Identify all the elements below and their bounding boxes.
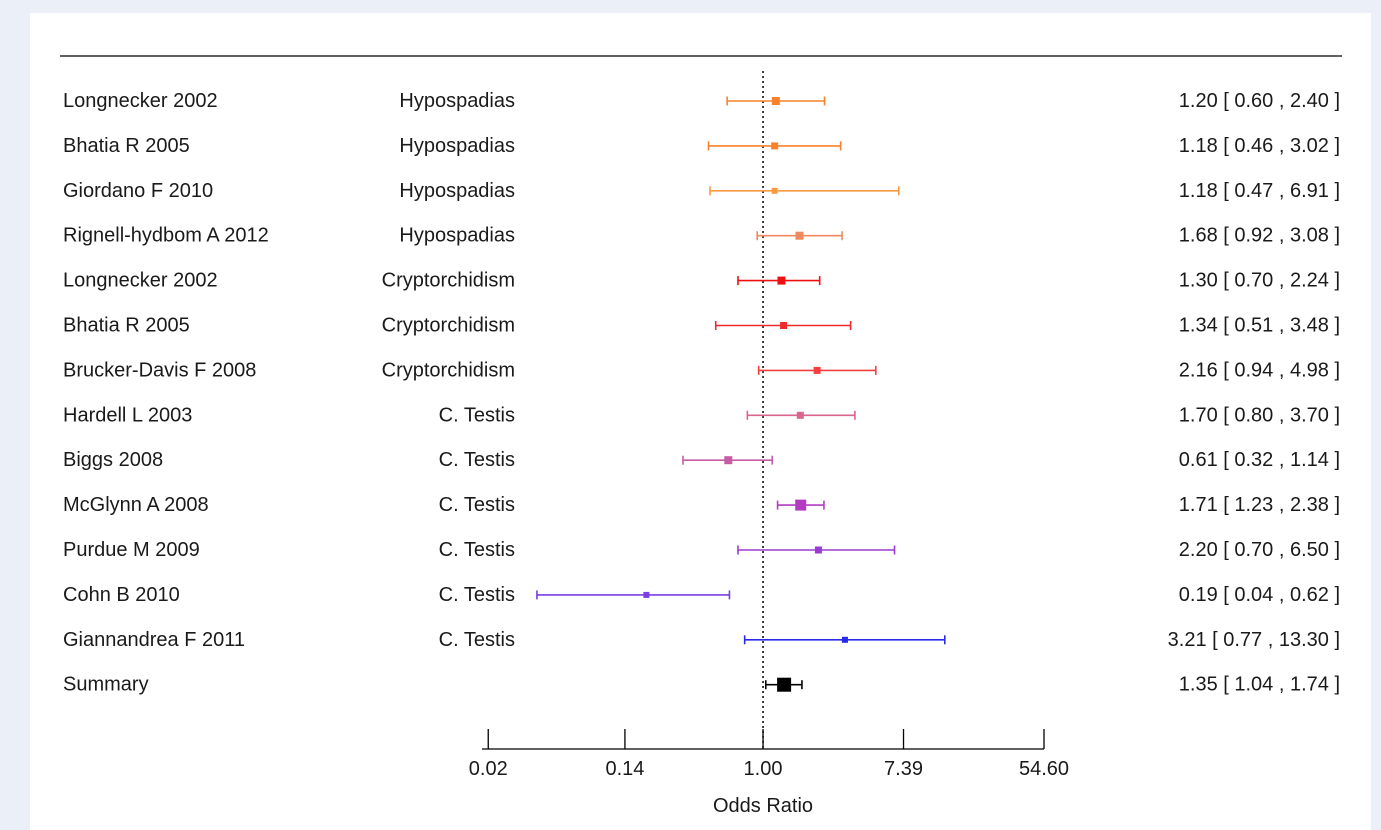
outcome-label: Hypospadias bbox=[399, 180, 515, 202]
ci-text: 2.16 [ 0.94 , 4.98 ] bbox=[1179, 359, 1340, 381]
x-tick-label: 54.60 bbox=[1019, 758, 1069, 780]
x-axis-label: Odds Ratio bbox=[713, 795, 813, 817]
study-label: Longnecker 2002 bbox=[63, 270, 218, 292]
summary-label: Summary bbox=[63, 674, 149, 696]
study-label: Giannandrea F 2011 bbox=[63, 629, 245, 651]
point-estimate bbox=[841, 636, 848, 643]
ci-text: 3.21 [ 0.77 , 13.30 ] bbox=[1168, 629, 1340, 651]
ci-text: 0.19 [ 0.04 , 0.62 ] bbox=[1179, 584, 1340, 606]
study-row: Longnecker 2002 Cryptorchidism 1.30 [ 0.70… bbox=[63, 270, 1340, 292]
study-row: Bhatia R 2005 Cryptorchidism 1.34 [ 0.51 ,… bbox=[63, 315, 1340, 337]
study-label: Bhatia R 2005 bbox=[63, 135, 190, 157]
point-estimate bbox=[771, 97, 780, 105]
forest-plot: Longnecker 2002 Hypospadias 1.20 [ 0.60 , … bbox=[60, 55, 1342, 817]
outcome-label: C. Testis bbox=[439, 494, 515, 516]
study-row: Hardell L 2003 C. Testis 1.70 [ 0.80 , 3.7… bbox=[63, 404, 1340, 426]
x-tick-label: 0.14 bbox=[605, 758, 644, 780]
outcome-label: Hypospadias bbox=[399, 135, 515, 157]
ci-text: 1.18 [ 0.46 , 3.02 ] bbox=[1179, 135, 1340, 157]
study-row: Rignell-hydbom A 2012 Hypospadias 1.68 [ 0… bbox=[63, 225, 1340, 247]
outcome-label: C. Testis bbox=[439, 539, 515, 561]
ci-text: 1.20 [ 0.60 , 2.40 ] bbox=[1179, 90, 1340, 112]
outcome-label: C. Testis bbox=[439, 629, 515, 651]
point-estimate bbox=[780, 322, 788, 329]
outcome-label: Cryptorchidism bbox=[382, 315, 515, 337]
point-estimate bbox=[814, 546, 822, 554]
point-estimate bbox=[771, 187, 778, 194]
study-row: Purdue M 2009 C. Testis 2.20 [ 0.70 , 6.50… bbox=[63, 539, 1340, 561]
x-tick-label: 7.39 bbox=[884, 758, 923, 780]
ci-text: 1.34 [ 0.51 , 3.48 ] bbox=[1179, 315, 1340, 337]
chart-panel: Longnecker 2002 Hypospadias 1.20 [ 0.60 , … bbox=[30, 13, 1371, 830]
study-label: Rignell-hydbom A 2012 bbox=[63, 225, 269, 247]
study-row: Longnecker 2002 Hypospadias 1.20 [ 0.60 , … bbox=[63, 90, 1340, 112]
outcome-label: Hypospadias bbox=[399, 225, 515, 247]
study-rows: Longnecker 2002 Hypospadias 1.20 [ 0.60 , … bbox=[63, 90, 1340, 696]
point-estimate bbox=[777, 276, 786, 285]
study-row: McGlynn A 2008 C. Testis 1.71 [ 1.23 , 2.3… bbox=[63, 494, 1340, 516]
outcome-label: Cryptorchidism bbox=[382, 270, 515, 292]
ci-text: 1.30 [ 0.70 , 2.24 ] bbox=[1179, 270, 1340, 292]
x-tick-label: 1.00 bbox=[744, 758, 783, 780]
point-estimate bbox=[813, 366, 821, 374]
ci-text: 1.68 [ 0.92 , 3.08 ] bbox=[1179, 225, 1340, 247]
ci-text: 2.20 [ 0.70 , 6.50 ] bbox=[1179, 539, 1340, 561]
study-label: McGlynn A 2008 bbox=[63, 494, 209, 516]
point-estimate bbox=[724, 456, 733, 465]
study-label: Bhatia R 2005 bbox=[63, 315, 190, 337]
ci-text: 1.18 [ 0.47 , 6.91 ] bbox=[1179, 180, 1340, 202]
study-label: Biggs 2008 bbox=[63, 449, 163, 471]
point-estimate bbox=[795, 231, 804, 240]
study-row: Brucker-Davis F 2008 Cryptorchidism 2.16 [… bbox=[63, 359, 1340, 381]
point-estimate bbox=[771, 142, 779, 150]
study-label: Purdue M 2009 bbox=[63, 539, 200, 561]
point-estimate bbox=[796, 411, 804, 419]
outcome-label: Hypospadias bbox=[399, 90, 515, 112]
study-row: Bhatia R 2005 Hypospadias 1.18 [ 0.46 , 3.… bbox=[63, 135, 1340, 157]
outcome-label: C. Testis bbox=[439, 404, 515, 426]
x-tick-label: 0.02 bbox=[469, 758, 508, 780]
summary-row: Summary 1.35 [ 1.04 , 1.74 ] bbox=[63, 674, 1340, 696]
ci-text: 1.35 [ 1.04 , 1.74 ] bbox=[1179, 674, 1340, 696]
point-estimate bbox=[643, 591, 650, 598]
ci-text: 0.61 [ 0.32 , 1.14 ] bbox=[1179, 449, 1340, 471]
study-label: Longnecker 2002 bbox=[63, 90, 218, 112]
study-row: Cohn B 2010 C. Testis 0.19 [ 0.04 , 0.62 ] bbox=[63, 584, 1340, 606]
outcome-label: Cryptorchidism bbox=[382, 359, 515, 381]
study-label: Cohn B 2010 bbox=[63, 584, 180, 606]
summary-marker bbox=[777, 677, 792, 692]
point-estimate bbox=[795, 499, 807, 511]
study-row: Biggs 2008 C. Testis 0.61 [ 0.32 , 1.14 ] bbox=[63, 449, 1340, 471]
study-label: Giordano F 2010 bbox=[63, 180, 213, 202]
study-label: Brucker-Davis F 2008 bbox=[63, 359, 256, 381]
ci-text: 1.70 [ 0.80 , 3.70 ] bbox=[1179, 404, 1340, 426]
outcome-label: C. Testis bbox=[439, 584, 515, 606]
x-axis: 0.02 0.14 1.00 7.39 54.60 bbox=[469, 729, 1069, 780]
ci-text: 1.71 [ 1.23 , 2.38 ] bbox=[1179, 494, 1340, 516]
outcome-label: C. Testis bbox=[439, 449, 515, 471]
study-row: Giannandrea F 2011 C. Testis 3.21 [ 0.77 ,… bbox=[63, 629, 1340, 651]
study-row: Giordano F 2010 Hypospadias 1.18 [ 0.47 , … bbox=[63, 180, 1340, 202]
study-label: Hardell L 2003 bbox=[63, 404, 192, 426]
